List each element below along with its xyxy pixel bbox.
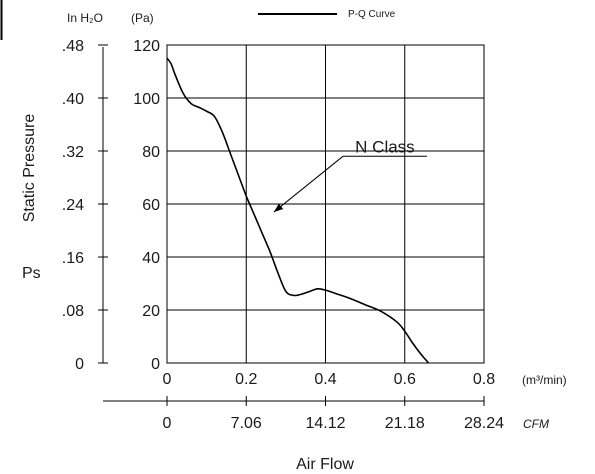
- y-tick-label-inh2o: .32: [62, 144, 84, 161]
- y-tick-label-pa: 60: [142, 197, 160, 214]
- x-tick-label-m3: 0.2: [235, 371, 257, 388]
- x-tick-label-cfm: 0: [163, 415, 172, 432]
- y-unit-inch: In H₂O: [67, 11, 103, 25]
- y-axis-symbol: Ps: [22, 265, 41, 282]
- y-tick-label-pa: 80: [142, 144, 160, 161]
- grid-lines: [167, 45, 484, 363]
- legend-label: P-Q Curve: [348, 9, 396, 20]
- y-tick-label-inh2o: .16: [62, 250, 84, 267]
- x-tick-label-cfm: 28.24: [464, 415, 504, 432]
- n-class-arrow: [273, 155, 344, 213]
- x-tick-label-m3: 0.8: [473, 371, 495, 388]
- n-class-label: N Class: [355, 137, 415, 156]
- y-tick-label-pa: 0: [151, 356, 160, 373]
- n-class-arrowhead: [273, 203, 284, 212]
- x-axis-title: Air Flow: [296, 456, 354, 473]
- x-tick-label-m3: 0: [163, 371, 172, 388]
- y-tick-label-pa: 120: [133, 38, 160, 55]
- y-tick-label-inh2o: .40: [62, 91, 84, 108]
- y-tick-label-pa: 100: [133, 91, 160, 108]
- x-unit-cfm: CFM: [523, 417, 549, 431]
- x-tick-label-cfm: 21.18: [385, 415, 425, 432]
- x-tick-label-cfm: 14.12: [305, 415, 345, 432]
- tick-labels: 000.27.060.414.120.621.180.828.240020.08…: [62, 38, 504, 432]
- y-tick-label-pa: 20: [142, 303, 160, 320]
- y-axis-title: Static Pressure: [21, 114, 38, 223]
- y-tick-label-inh2o: 0: [75, 356, 84, 373]
- y-tick-label-inh2o: .48: [62, 38, 84, 55]
- y-unit-pa: (Pa): [131, 11, 154, 25]
- x-tick-label-m3: 0.4: [314, 371, 336, 388]
- y-tick-label-inh2o: .24: [62, 197, 84, 214]
- y-tick-label-inh2o: .08: [62, 303, 84, 320]
- x-unit-m3: (m³/min): [522, 373, 567, 387]
- x-tick-label-cfm: 7.06: [231, 415, 262, 432]
- pq-curve-line: [166, 57, 430, 364]
- x-tick-label-m3: 0.6: [394, 371, 416, 388]
- y-tick-label-pa: 40: [142, 250, 160, 267]
